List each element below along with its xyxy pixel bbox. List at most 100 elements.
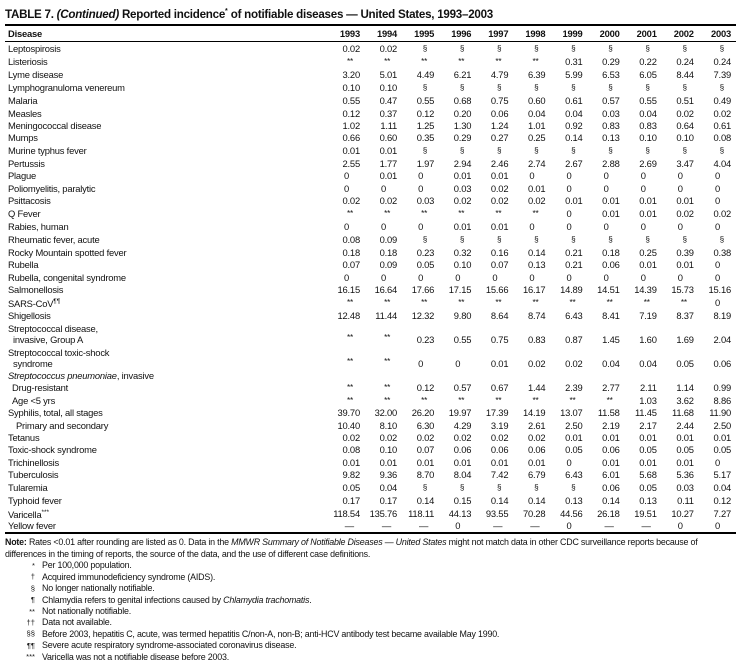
rate-cell: §: [682, 234, 687, 244]
rate-cell: 8.41: [602, 309, 620, 321]
rate-cell: §: [496, 145, 502, 155]
rate-cell: §: [496, 43, 502, 53]
disease-label: Listeriosis: [8, 56, 48, 68]
rate-cell: **: [532, 395, 539, 405]
rate-cell: §: [422, 234, 428, 244]
table-row: Plague 0 0.01 0 0.01 0.01 0 0 0 0 0 0: [5, 170, 736, 182]
rate-cell: **: [421, 395, 428, 405]
rate-cell: 0.01: [416, 456, 435, 468]
disease-label: Meningococcal disease: [8, 119, 102, 131]
rate-cell: **: [384, 383, 391, 393]
rate-cell: 0.05: [639, 444, 657, 456]
rate-cell: §: [496, 482, 502, 492]
note-text-segment: Data not available.: [42, 617, 112, 628]
rate-cell: 0.01: [527, 456, 546, 468]
rate-cell: 0.10: [639, 132, 657, 144]
footnote-text: Acquired immunodeficiency syndrome (AIDS…: [42, 572, 738, 583]
rate-cell: 0: [714, 221, 720, 233]
rate-cell: **: [384, 357, 391, 367]
rate-cell: [328, 370, 365, 381]
rate-cell: **: [569, 395, 576, 405]
rate-cell: 0: [566, 170, 572, 182]
rate-cell: **: [495, 57, 502, 67]
rate-cell: 0.02: [379, 195, 398, 207]
rate-cell: 0: [566, 456, 572, 468]
rate-cell: 0.01: [342, 145, 361, 157]
rate-cell: 0.55: [453, 333, 472, 345]
rate-cell: 0.83: [602, 119, 620, 131]
rate-cell: 0.04: [565, 107, 583, 119]
rate-cell: 0.23: [416, 333, 435, 345]
rate-cell: 0: [381, 221, 387, 233]
rate-cell: 0.01: [676, 431, 694, 443]
rate-cell: **: [458, 57, 465, 67]
rate-cell: 7.19: [639, 309, 657, 321]
rate-cell: 135.76: [369, 507, 398, 519]
rate-cell: 15.73: [671, 283, 694, 295]
rate-cell: [439, 370, 476, 381]
rate-cell: 0.60: [527, 95, 546, 107]
rate-cell: 0.02: [676, 208, 694, 220]
table-row: Malaria 0.55 0.47 0.55 0.68 0.75 0.60 0.61 0.57 0…: [5, 94, 736, 106]
table-row: Lymphogranuloma venereum 0.10 0.10 § § § § § § § §…: [5, 81, 736, 94]
rate-cell: 0.10: [379, 444, 398, 456]
column-header-year: 1995: [402, 24, 440, 42]
rate-cell: 1.03: [639, 394, 657, 406]
rate-cell: §: [719, 234, 725, 244]
disease-label: Rabies, human: [8, 221, 69, 233]
rate-cell: 0.61: [713, 119, 732, 131]
rate-cell: 44.56: [560, 507, 583, 519]
rate-cell: 1.77: [379, 158, 398, 170]
rate-cell: 12.48: [337, 309, 361, 321]
rate-cell: 5.17: [713, 469, 732, 481]
footnote-symbol: *: [32, 560, 35, 570]
rate-cell: 0.02: [379, 431, 398, 443]
rate-cell: 118.11: [408, 507, 435, 519]
rate-cell: §: [422, 83, 428, 93]
rate-cell: 0: [455, 358, 461, 370]
rate-cell: 0.01: [676, 259, 694, 271]
note-text-segment: Chlamydia refers to genital infections c…: [42, 594, 224, 605]
table-row: Yellow fever — — — 0 — — 0 — — 0 0: [5, 520, 736, 533]
table-row: Pertussis 2.55 1.77 1.97 2.94 2.46 2.74 2.67 2.8…: [5, 157, 736, 169]
rate-cell: 0.06: [713, 358, 732, 370]
rate-cell: 1.02: [342, 119, 361, 131]
rate-cell: 5.36: [676, 469, 694, 481]
disease-label: Shigellosis: [8, 309, 51, 321]
disease-label-line2: invasive, Group A: [13, 333, 84, 345]
rate-cell: 0.02: [490, 195, 509, 207]
disease-label: Lymphogranuloma venereum: [8, 82, 125, 94]
rate-cell: 0: [677, 520, 683, 532]
footnote-item: *** Varicella was not a notifiable diseas…: [5, 652, 738, 663]
rate-cell: [513, 370, 550, 381]
rate-cell: 0: [381, 271, 387, 283]
table-row: SARS-CoV¶¶ ** ** ** ** ** ** ** ** ** ** 0: [5, 296, 736, 309]
rate-cell: 2.17: [639, 419, 657, 431]
rate-cell: 0: [603, 182, 609, 194]
rate-cell: 0.01: [379, 145, 398, 157]
title-footnote-marker: *: [225, 8, 228, 15]
table-row: Syphilis, total, all stages 39.70 32.00 26.…: [5, 406, 736, 418]
rate-cell: §: [534, 482, 539, 492]
rate-cell: 0.64: [676, 119, 694, 131]
rate-cell: **: [458, 208, 465, 218]
rate-cell: 1.44: [527, 382, 546, 394]
rate-cell: 2.94: [453, 158, 472, 170]
disease-label: Pertussis: [8, 158, 45, 170]
rate-cell: 0: [566, 182, 572, 194]
note-text-segment: No longer nationally notifiable.: [42, 583, 155, 594]
footnote-symbol: §: [30, 583, 35, 593]
disease-label: Lyme disease: [8, 69, 64, 81]
rate-cell: 4.79: [490, 69, 509, 81]
footnote-symbol: §§: [26, 629, 35, 639]
rate-cell: 0.55: [639, 95, 657, 107]
rate-cell: 0.18: [602, 246, 620, 258]
table-row: Streptococcal toxic-shock syndrome ** ** 0 0 0…: [5, 346, 736, 371]
table-row: Primary and secondary 10.40 8.10 6.30 4.29 3.…: [5, 419, 736, 431]
rate-cell: 0.39: [676, 246, 694, 258]
rate-cell: 0: [714, 182, 720, 194]
rate-cell: §: [571, 234, 576, 244]
note-text-segment: Acquired immunodeficiency syndrome (AIDS…: [42, 571, 216, 582]
rate-cell: 0.01: [676, 456, 694, 468]
